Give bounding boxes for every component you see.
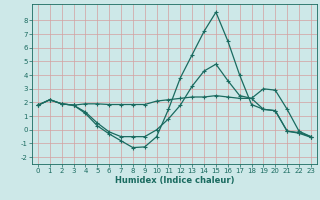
X-axis label: Humidex (Indice chaleur): Humidex (Indice chaleur) — [115, 176, 234, 185]
